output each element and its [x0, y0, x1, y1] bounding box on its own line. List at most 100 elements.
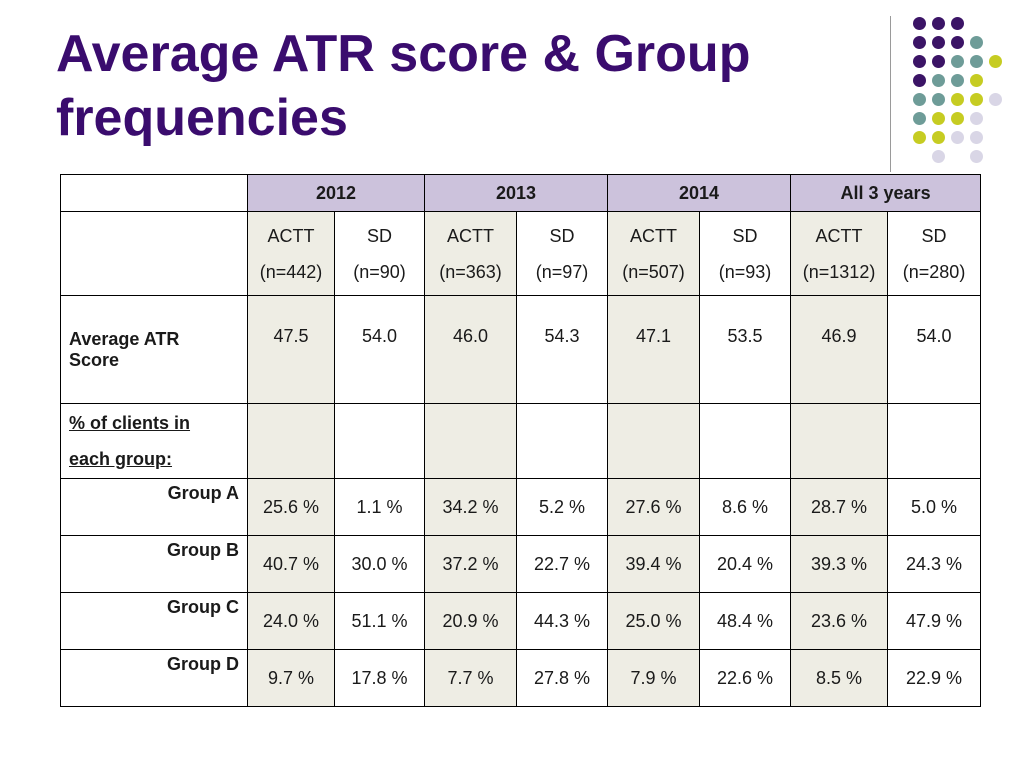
- subheader-group: SD: [367, 225, 393, 246]
- group-value: 5.0 %: [887, 478, 982, 536]
- atr-label-line-2: Score: [69, 349, 120, 370]
- year-header-all: All 3 years: [790, 174, 982, 212]
- subheader-group: ACTT: [267, 225, 315, 246]
- subheader-cell: SD (n=90): [333, 211, 426, 296]
- subheader-cell: SD (n=280): [887, 211, 982, 296]
- subheader-group: ACTT: [630, 225, 678, 246]
- subheader-cell: SD (n=97): [516, 211, 609, 296]
- subheader-n: (n=1312): [802, 261, 876, 282]
- group-value: 8.6 %: [699, 478, 792, 536]
- subheader-n: (n=93): [718, 261, 772, 282]
- decor-dot: [951, 112, 964, 125]
- decor-dot: [932, 93, 945, 106]
- decor-dot: [913, 55, 926, 68]
- group-value: 25.0 %: [607, 592, 701, 650]
- group-value: 39.4 %: [607, 535, 701, 593]
- decor-dot: [970, 112, 983, 125]
- subheader-n: (n=507): [622, 261, 685, 282]
- group-value: 28.7 %: [790, 478, 889, 536]
- group-row-c: Group C 24.0 % 51.1 % 20.9 % 44.3 % 25.0…: [60, 592, 982, 650]
- decor-dot: [932, 150, 945, 163]
- decor-dot: [951, 55, 964, 68]
- atr-value: 54.3: [516, 295, 609, 404]
- group-value: 27.6 %: [607, 478, 701, 536]
- group-value: 22.7 %: [516, 535, 609, 593]
- subheader-cell: ACTT (n=363): [424, 211, 518, 296]
- decor-dot: [989, 55, 1002, 68]
- atr-value: 54.0: [887, 295, 982, 404]
- subheader-group: SD: [732, 225, 758, 246]
- subheader-blank-cell: [60, 211, 248, 296]
- decor-dot: [932, 17, 945, 30]
- subheader-cell: ACTT (n=442): [247, 211, 335, 296]
- pct-label-line-1: % of clients in: [69, 413, 191, 433]
- group-value: 39.3 %: [790, 535, 889, 593]
- atr-value: 46.9: [790, 295, 889, 404]
- group-value: 24.0 %: [247, 592, 335, 650]
- decor-dot: [913, 112, 926, 125]
- atr-score-row: Average ATR Score 47.5 54.0 46.0 54.3 47.…: [60, 295, 982, 404]
- subheader-n: (n=90): [353, 261, 406, 282]
- decor-dot: [932, 112, 945, 125]
- group-value: 30.0 %: [333, 535, 426, 593]
- group-value: 20.4 %: [699, 535, 792, 593]
- group-value: 7.7 %: [424, 649, 518, 707]
- group-value: 5.2 %: [516, 478, 609, 536]
- group-value: 25.6 %: [247, 478, 335, 536]
- empty-cell: [333, 403, 426, 479]
- group-value: 34.2 %: [424, 478, 518, 536]
- group-value: 20.9 %: [424, 592, 518, 650]
- group-value: 44.3 %: [516, 592, 609, 650]
- subheader-group: SD: [549, 225, 575, 246]
- group-label: Group B: [60, 535, 248, 593]
- subheader-n: (n=363): [439, 261, 502, 282]
- year-header-2013: 2013: [424, 174, 609, 212]
- group-value: 9.7 %: [247, 649, 335, 707]
- atr-frequency-table: 2012 2013 2014 All 3 years ACTT (n=442) S…: [60, 174, 982, 707]
- subheader-cell: ACTT (n=507): [607, 211, 701, 296]
- group-label: Group D: [60, 649, 248, 707]
- page-title: Average ATR score & Group frequencies: [56, 25, 751, 147]
- group-value: 1.1 %: [333, 478, 426, 536]
- group-label: Group A: [60, 478, 248, 536]
- group-value: 7.9 %: [607, 649, 701, 707]
- title-divider-line: [890, 16, 891, 172]
- group-value: 37.2 %: [424, 535, 518, 593]
- empty-cell: [790, 403, 889, 479]
- decor-dot: [970, 150, 983, 163]
- group-value: 22.6 %: [699, 649, 792, 707]
- decor-dot: [932, 131, 945, 144]
- empty-cell: [247, 403, 335, 479]
- decor-dot: [932, 74, 945, 87]
- empty-cell: [699, 403, 792, 479]
- pct-clients-row: % of clients in each group:: [60, 403, 982, 479]
- subheader-cell: ACTT (n=1312): [790, 211, 889, 296]
- group-value: 47.9 %: [887, 592, 982, 650]
- decor-dot: [970, 55, 983, 68]
- group-value: 48.4 %: [699, 592, 792, 650]
- decor-dot: [913, 74, 926, 87]
- atr-value: 46.0: [424, 295, 518, 404]
- group-label: Group C: [60, 592, 248, 650]
- year-header-2014: 2014: [607, 174, 792, 212]
- group-value: 8.5 %: [790, 649, 889, 707]
- year-header-2012: 2012: [246, 174, 426, 212]
- decor-dot: [913, 17, 926, 30]
- atr-value: 54.0: [333, 295, 426, 404]
- group-value: 51.1 %: [333, 592, 426, 650]
- subheader-cell: SD (n=93): [699, 211, 792, 296]
- group-row-a: Group A 25.6 % 1.1 % 34.2 % 5.2 % 27.6 %…: [60, 478, 982, 536]
- subheader-n: (n=280): [902, 261, 966, 282]
- decor-dot: [951, 131, 964, 144]
- empty-cell: [887, 403, 982, 479]
- group-value: 24.3 %: [887, 535, 982, 593]
- decor-dot: [913, 36, 926, 49]
- group-row-d: Group D 9.7 % 17.8 % 7.7 % 27.8 % 7.9 % …: [60, 649, 982, 707]
- group-value: 23.6 %: [790, 592, 889, 650]
- decor-dot: [932, 36, 945, 49]
- decor-dot: [970, 36, 983, 49]
- decor-dot: [951, 93, 964, 106]
- empty-cell: [424, 403, 518, 479]
- atr-label-line-1: Average ATR: [69, 328, 180, 349]
- decor-dot: [913, 93, 926, 106]
